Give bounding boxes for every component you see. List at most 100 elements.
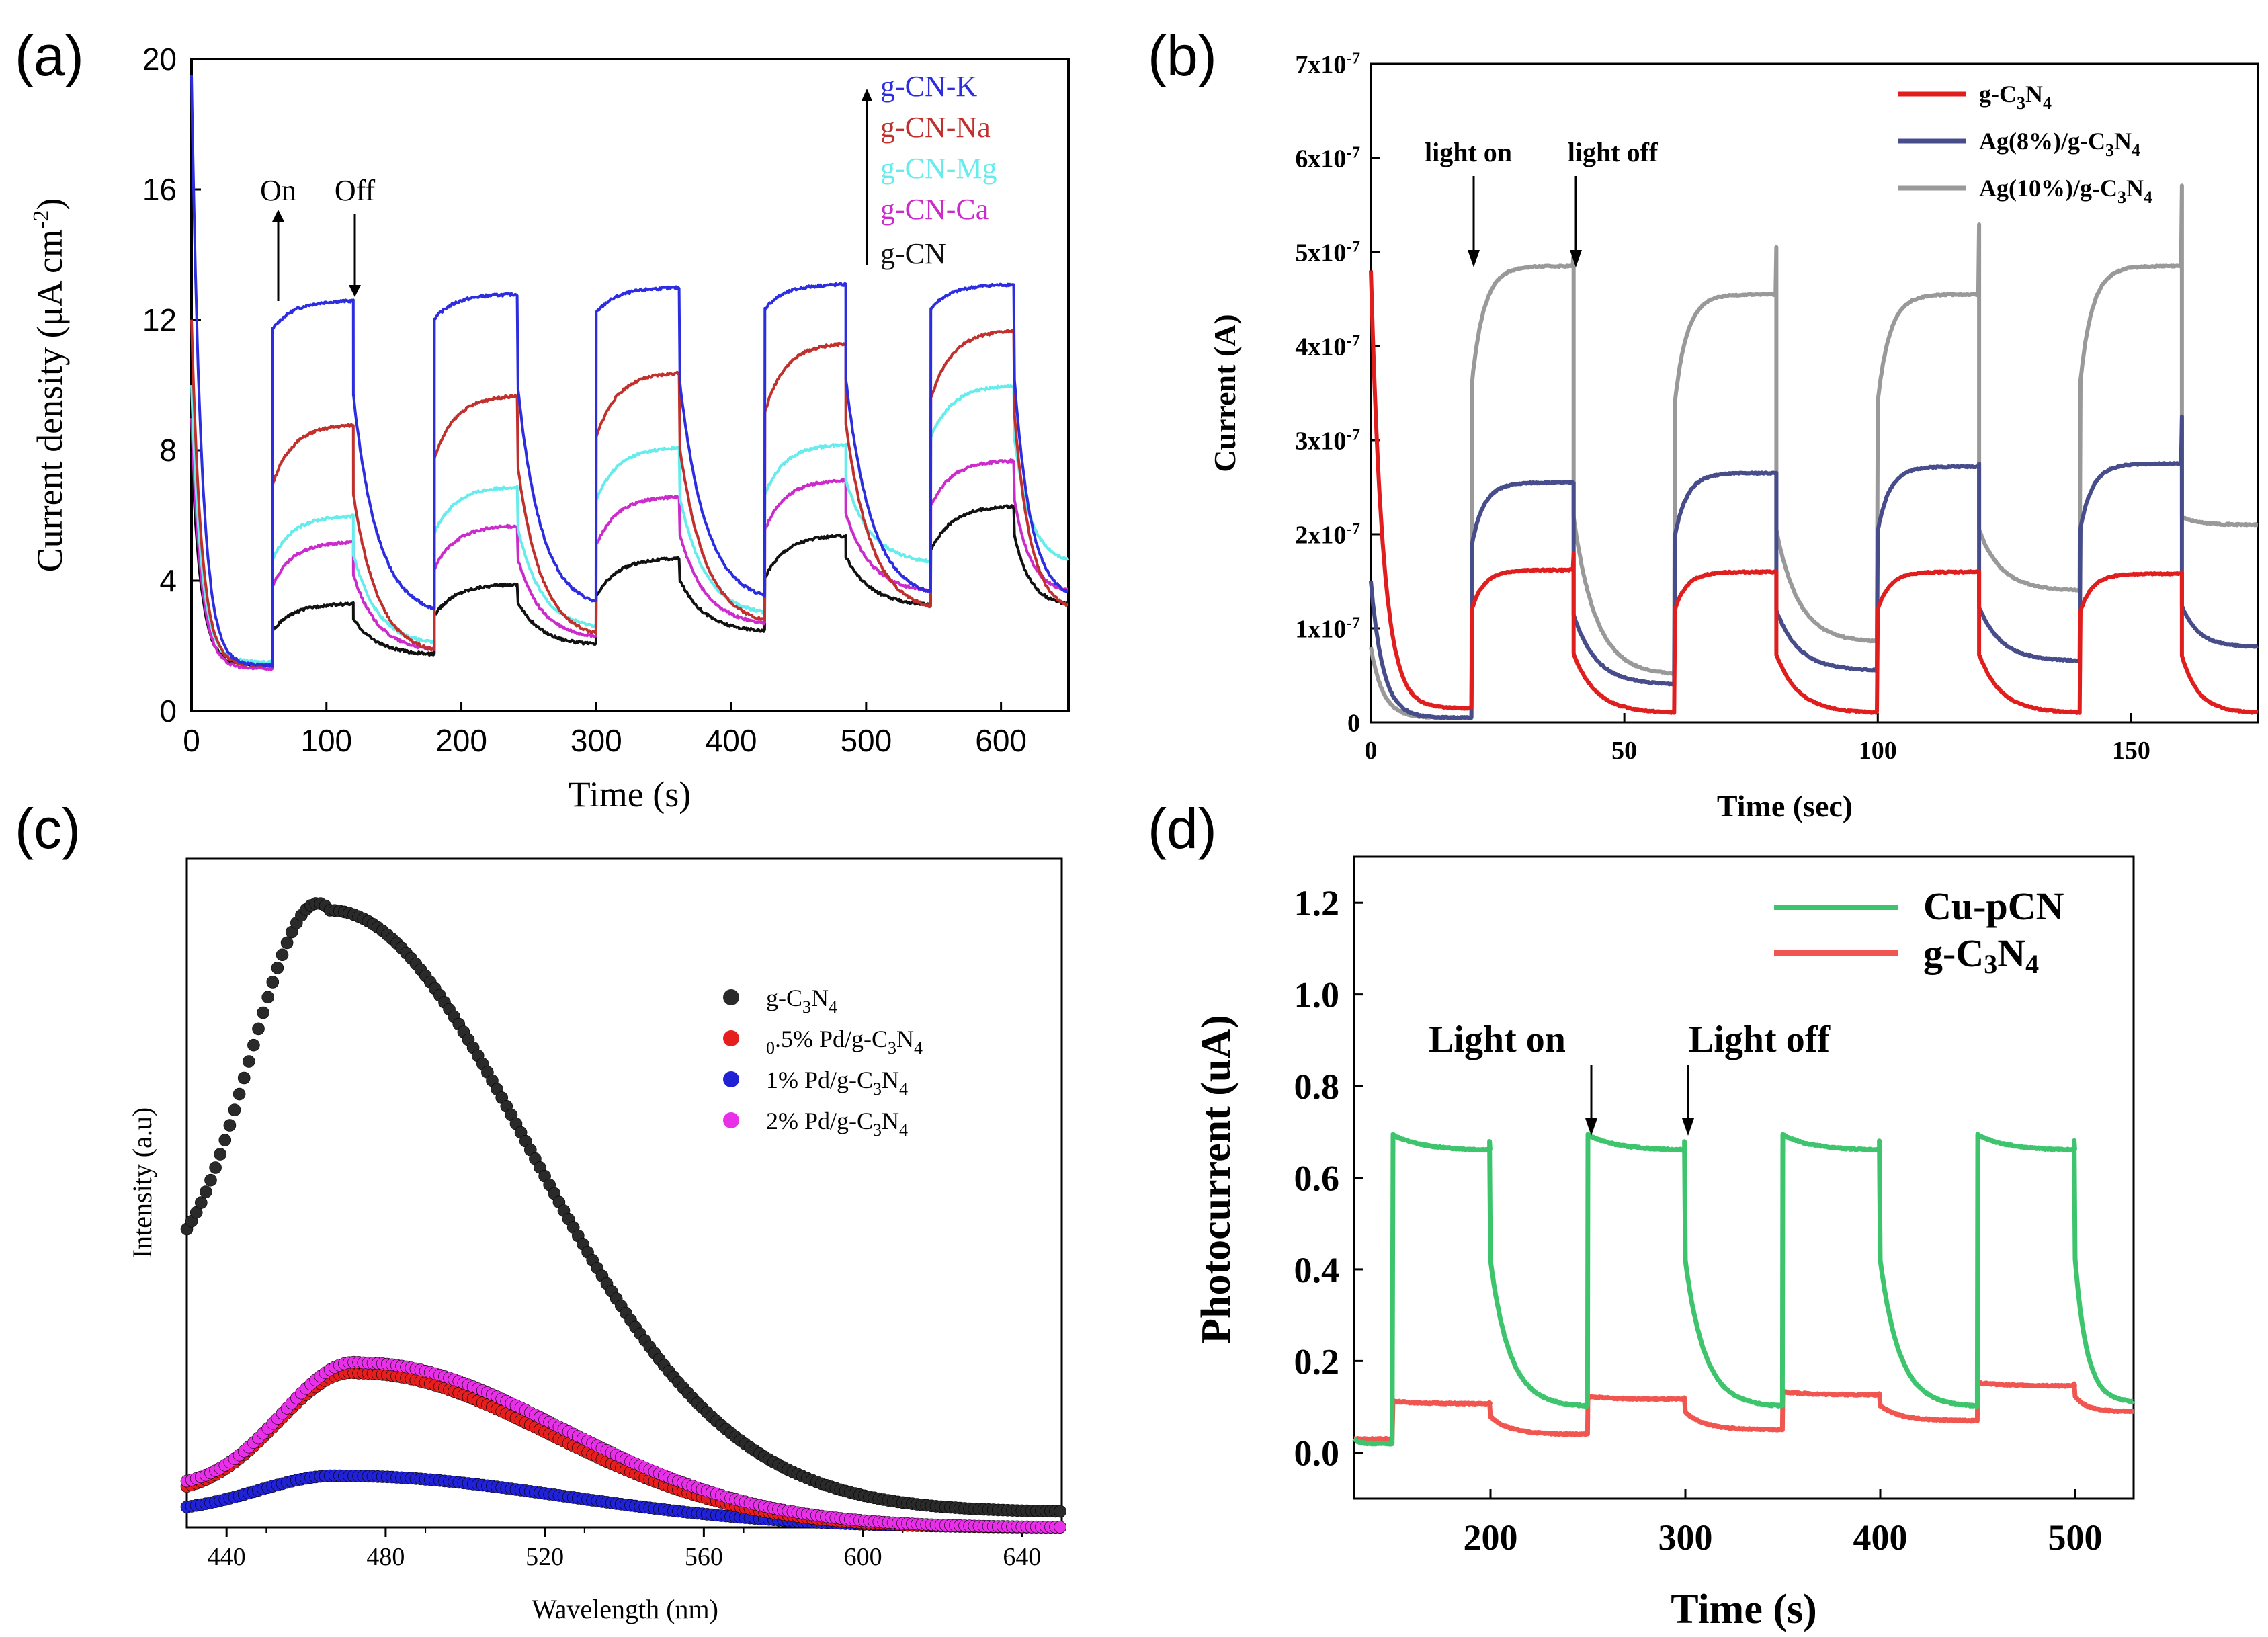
series-line-ag-8-g-c3n4: [1369, 414, 2259, 720]
scatter-point: [218, 1134, 232, 1146]
y-tick-label: 0.2: [1294, 1341, 1340, 1382]
scatter-point: [214, 1148, 227, 1161]
y-tick-label: 4x10-7: [1295, 331, 1360, 361]
series-line-g-cn-k: [190, 75, 1069, 668]
y-tick-label: 0.6: [1294, 1158, 1340, 1198]
panel-label-c: (c): [15, 797, 81, 860]
x-tick-label: 400: [1853, 1517, 1908, 1558]
scatter-point: [237, 1071, 251, 1085]
panel-b-frame: [1370, 62, 2259, 724]
panel-d-arrowhead-light-on: [1585, 1118, 1597, 1136]
panel-a-legend-g-cn: g-CN: [880, 237, 946, 270]
panel-label-b: (b): [1148, 24, 1217, 87]
series-line-g-cn-na: [190, 319, 1068, 668]
x-tick-label: 640: [1003, 1543, 1041, 1571]
y-tick-label: 0: [159, 694, 177, 728]
x-tick-label: 300: [571, 723, 622, 758]
x-tick-label: 600: [844, 1543, 882, 1571]
y-tick-label: 6x10-7: [1295, 143, 1360, 173]
series-line-ag-10-g-c3n4: [1369, 183, 2259, 720]
panel-b-legend-ag10: Ag(10%)/g-C3N4: [1979, 175, 2152, 207]
panel-a-legend-g-cn-ca: g-CN-Ca: [880, 193, 989, 226]
y-tick-label: 2x10-7: [1295, 519, 1360, 549]
series-markers-g-c3n4: [180, 897, 1066, 1518]
x-tick-label: 440: [208, 1543, 246, 1571]
y-tick-label: 12: [142, 302, 177, 337]
panel-b-legend-g-c3n4: g-C3N4: [1979, 81, 2052, 113]
panel-c-legend-marker-1pd: [723, 1071, 739, 1087]
panel-b-arrowhead-light-off: [1570, 250, 1582, 267]
panel-a-ylabel: Current density (μA cm-2): [29, 198, 70, 573]
panel-c-legend-2pd: 2% Pd/g-C3N4: [766, 1107, 908, 1140]
y-tick-label: 0.4: [1294, 1250, 1340, 1290]
panel-d-legend-g-c3n4: g-C3N4: [1923, 931, 2039, 979]
scatter-point: [252, 1022, 265, 1036]
panel-label-d: (d): [1148, 797, 1217, 860]
scatter-point: [247, 1038, 260, 1052]
scatter-point: [1054, 1521, 1066, 1534]
panel-a-annotation-on: On: [260, 174, 296, 207]
panel-b-xlabel: Time (sec): [1717, 789, 1853, 823]
x-tick-label: 0: [183, 723, 200, 758]
y-tick-label: 16: [142, 172, 177, 207]
panel-d-ylabel: Photocurrent (uA): [1193, 1015, 1239, 1344]
scatter-point: [1054, 1505, 1066, 1518]
scatter-point: [233, 1087, 246, 1101]
panel-a-legend-g-cn-na: g-CN-Na: [880, 111, 991, 144]
y-tick-label: 20: [142, 42, 177, 77]
panel-d-xlabel: Time (s): [1671, 1587, 1817, 1632]
scatter-point: [271, 962, 284, 974]
x-tick-label: 200: [1464, 1517, 1518, 1558]
panel-b-legend-ag8: Ag(8%)/g-C3N4: [1979, 128, 2140, 160]
y-tick-label: 0.8: [1294, 1066, 1340, 1107]
scatter-point: [276, 948, 289, 962]
series-line-g-cn-ca: [190, 418, 1069, 671]
panel-c-xlabel: Wavelength (nm): [532, 1594, 718, 1624]
scatter-point: [209, 1161, 222, 1174]
panel-b-chart: 0 50 100 150 0 1x10-7 2x10-7 3x10-7 4x10-7 5x10-7…: [1208, 49, 2259, 823]
x-tick-label: 50: [1611, 737, 1637, 765]
panel-c-ylabel: Intensity (a.u): [127, 1107, 157, 1258]
y-tick-label: 3x10-7: [1295, 425, 1360, 455]
scatter-point: [200, 1185, 212, 1198]
panel-b-arrowhead-light-on: [1468, 250, 1480, 267]
x-tick-label: 100: [300, 723, 352, 758]
scatter-point: [228, 1103, 241, 1116]
y-tick-label: 0.0: [1294, 1433, 1340, 1474]
x-tick-label: 0: [1365, 737, 1378, 765]
panel-d-legend-cu-pcn: Cu-pCN: [1923, 884, 2064, 928]
panel-c-legend-marker-05pd: [723, 1030, 739, 1046]
panel-c-legend-marker-g-c3n4: [723, 989, 739, 1005]
panel-c-legend-marker-2pd: [723, 1112, 739, 1128]
series-line-g-c3n4: [1352, 1380, 2135, 1442]
x-tick-label: 150: [2112, 737, 2150, 765]
panel-a-xlabel: Time (s): [569, 774, 691, 814]
x-tick-label: 600: [975, 723, 1027, 758]
series-line-g-cn-mg: [190, 384, 1070, 665]
y-tick-label: 1.2: [1294, 883, 1340, 923]
y-tick-label: 8: [159, 433, 177, 468]
panel-c-legend-05pd: 0.5% Pd/g-C3N4: [766, 1025, 923, 1058]
scatter-point: [266, 976, 280, 989]
scatter-point: [242, 1055, 255, 1068]
scatter-point: [261, 991, 275, 1004]
panel-a-annotation-off: Off: [335, 174, 376, 207]
panel-a-legend-g-cn-mg: g-CN-Mg: [880, 152, 997, 185]
y-tick-label: 1x10-7: [1295, 614, 1360, 643]
y-tick-label: 1.0: [1294, 975, 1340, 1015]
panel-c-chart: 440 480 520 560 600 640 Wavelength (nm) Inten…: [127, 857, 1066, 1624]
scatter-point: [204, 1173, 217, 1187]
panel-a-arrowhead-off: [349, 285, 361, 297]
panel-c-frame: [185, 857, 1063, 1529]
panel-label-a: (a): [15, 24, 84, 87]
panel-b-ylabel: Current (A): [1208, 314, 1242, 472]
panel-d-annotation-light-off: Light off: [1689, 1019, 1831, 1060]
panel-a-arrowhead-on: [272, 210, 284, 222]
series-line-g-cn: [190, 451, 1070, 668]
panel-a-chart: 0 100 200 300 400 500 600 0 4 8 12 16 20 Time (s) Cu…: [29, 42, 1070, 814]
panel-d-annotation-light-on: Light on: [1429, 1019, 1566, 1060]
x-tick-label: 200: [435, 723, 487, 758]
panel-d-arrowhead-light-off: [1682, 1118, 1694, 1136]
scatter-point: [194, 1196, 208, 1209]
